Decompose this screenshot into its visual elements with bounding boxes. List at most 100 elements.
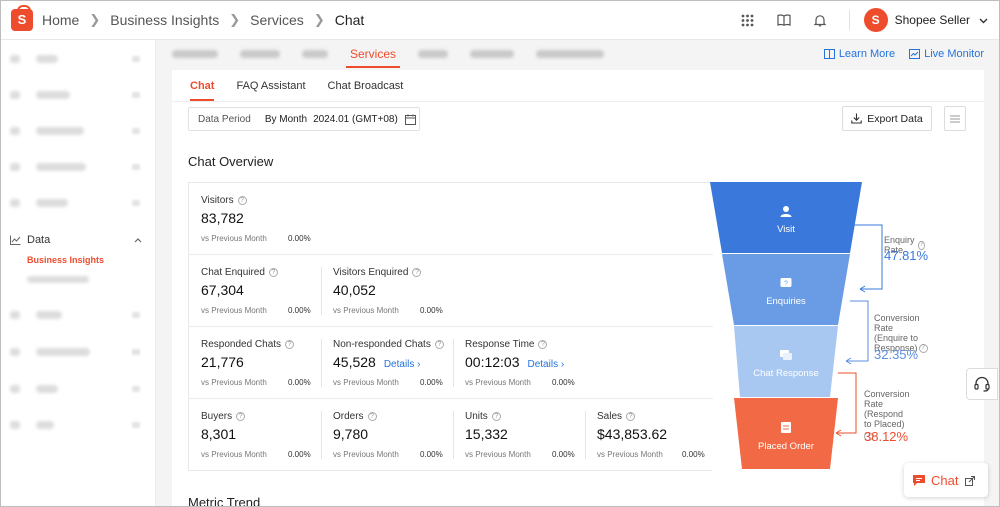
breadcrumb-business-insights[interactable]: Business Insights: [110, 11, 220, 28]
help-icon[interactable]: ?: [367, 412, 377, 421]
metric-label: Visitors Enquired: [333, 267, 409, 278]
change-percent: 0.00%: [420, 450, 443, 459]
column-divider: [321, 267, 322, 315]
help-icon[interactable]: ?: [285, 340, 295, 349]
sidebar-item-blurred[interactable]: [10, 196, 146, 210]
help-icon[interactable]: ?: [918, 240, 925, 250]
bell-icon[interactable]: [811, 11, 829, 29]
sidebar-item-blurred[interactable]: [10, 345, 146, 359]
help-icon[interactable]: ?: [236, 412, 246, 421]
chevron-down-icon[interactable]: [979, 11, 988, 29]
sidebar-item-blurred[interactable]: [10, 382, 146, 396]
help-icon[interactable]: ?: [268, 268, 278, 277]
tab-blurred[interactable]: [302, 50, 328, 58]
sidebar-subitem-blurred[interactable]: [27, 276, 89, 283]
tabs-divider: [172, 101, 984, 102]
metric-label: Response Time: [465, 339, 535, 350]
metric-buyers: Buyers? 8,301 vs Previous Month 0.00%: [189, 399, 321, 471]
export-label: Export Data: [867, 112, 923, 125]
seller-name[interactable]: Shopee Seller: [894, 13, 970, 27]
details-link[interactable]: Details ›: [527, 359, 565, 370]
avatar[interactable]: S: [863, 8, 888, 32]
book-open-icon: [823, 49, 835, 59]
help-icon[interactable]: ?: [918, 343, 928, 353]
book-icon[interactable]: [775, 11, 793, 29]
help-icon[interactable]: ?: [434, 340, 444, 349]
metric-non-responded-chats: Non-responded Chats? 45,528 Details › vs …: [321, 327, 453, 399]
metric-orders: Orders? 9,780 vs Previous Month 0.00%: [321, 399, 453, 471]
sidebar-item-blurred[interactable]: [10, 418, 146, 432]
chevron-up-icon: [134, 237, 142, 242]
conversion-rate-enquire-value: 32.35%: [874, 347, 919, 362]
column-divider: [321, 411, 322, 459]
tab-blurred[interactable]: [240, 50, 280, 58]
funnel-stage-visit: [710, 182, 862, 253]
header-divider: [848, 10, 850, 30]
metric-visitors: Visitors? 83,782 vs Previous Month 0.00%: [189, 183, 321, 255]
compare-label: vs Previous Month: [333, 378, 399, 387]
tab-blurred[interactable]: [418, 50, 449, 58]
compare-label: vs Previous Month: [333, 450, 399, 459]
metric-label: Orders: [333, 411, 364, 422]
chat-widget-label: Chat: [931, 472, 959, 488]
popout-icon[interactable]: [957, 474, 980, 489]
list-menu-button[interactable]: [944, 106, 966, 131]
metric-value: 40,052: [333, 282, 376, 298]
change-percent: 0.00%: [288, 306, 311, 315]
live-monitor-label: Live Monitor: [924, 48, 984, 60]
metric-visitors-enquired: Visitors Enquired? 40,052 vs Previous Mo…: [321, 255, 453, 327]
customer-support-button[interactable]: [966, 368, 998, 400]
help-icon[interactable]: ?: [491, 412, 501, 421]
learn-more-label: Learn More: [838, 48, 896, 60]
sidebar-item-blurred[interactable]: [10, 88, 146, 102]
metric-label: Buyers: [201, 411, 233, 422]
learn-more-link[interactable]: Learn More: [823, 48, 896, 60]
metric-value: 15,332: [465, 426, 508, 442]
metric-label: Sales: [597, 411, 623, 422]
breadcrumb-home[interactable]: Home: [42, 11, 80, 28]
tab-faq-assistant[interactable]: FAQ Assistant: [236, 80, 306, 92]
data-period-picker[interactable]: Data Period By Month 2024.01 (GMT+08): [188, 107, 420, 131]
shopee-logo[interactable]: S: [11, 4, 33, 31]
metric-chat-enquired: Chat Enquired? 67,304 vs Previous Month …: [189, 255, 321, 327]
sub-tabs: Chat FAQ Assistant Chat Broadcast: [190, 80, 425, 101]
live-monitor-link[interactable]: Live Monitor: [909, 48, 984, 60]
metric-label: Units: [465, 411, 488, 422]
conversion-rate-enquire-arrow: [846, 300, 869, 362]
help-icon[interactable]: ?: [538, 340, 548, 349]
funnel-label-placed-order: Placed Order: [758, 441, 814, 452]
export-data-button[interactable]: Export Data: [842, 106, 932, 131]
compare-label: vs Previous Month: [465, 378, 531, 387]
metrics-row-responses: Responded Chats? 21,776 vs Previous Mont…: [189, 327, 713, 399]
apps-grid-icon[interactable]: [739, 11, 757, 29]
tab-blurred[interactable]: [470, 50, 515, 58]
tab-services[interactable]: Services: [345, 47, 401, 68]
change-percent: 0.00%: [420, 378, 443, 387]
metric-value: 00:12:03: [465, 354, 520, 370]
details-link[interactable]: Details ›: [383, 359, 421, 370]
sidebar-item-blurred[interactable]: [10, 52, 146, 66]
chat-widget-button[interactable]: Chat: [904, 463, 988, 497]
metrics-row-visitors: Visitors? 83,782 vs Previous Month 0.00%: [189, 183, 713, 255]
help-icon[interactable]: ?: [864, 431, 873, 441]
sidebar-item-blurred[interactable]: [10, 160, 146, 174]
tab-blurred[interactable]: [172, 50, 218, 58]
tab-chat[interactable]: Chat: [190, 80, 215, 101]
enquiry-rate-label: Enquiry Rate?: [884, 235, 925, 255]
change-percent: 0.00%: [288, 450, 311, 459]
breadcrumb-services[interactable]: Services: [250, 11, 304, 28]
sidebar-subitem-business-insights[interactable]: Business Insights: [27, 255, 105, 265]
metric-value: 67,304: [201, 282, 244, 298]
sidebar-item-data[interactable]: Data: [10, 234, 146, 246]
funnel-label-visit: Visit: [777, 224, 795, 235]
metric-label: Non-responded Chats: [333, 339, 431, 350]
period-mode[interactable]: By Month: [264, 113, 308, 125]
help-icon[interactable]: ?: [626, 412, 636, 421]
sidebar-item-blurred[interactable]: [10, 308, 146, 322]
tab-chat-broadcast[interactable]: Chat Broadcast: [327, 80, 404, 92]
help-icon[interactable]: ?: [412, 268, 422, 277]
compare-label: vs Previous Month: [465, 450, 531, 459]
tab-blurred[interactable]: [536, 50, 605, 58]
help-icon[interactable]: ?: [237, 196, 247, 205]
sidebar-item-blurred[interactable]: [10, 124, 146, 138]
